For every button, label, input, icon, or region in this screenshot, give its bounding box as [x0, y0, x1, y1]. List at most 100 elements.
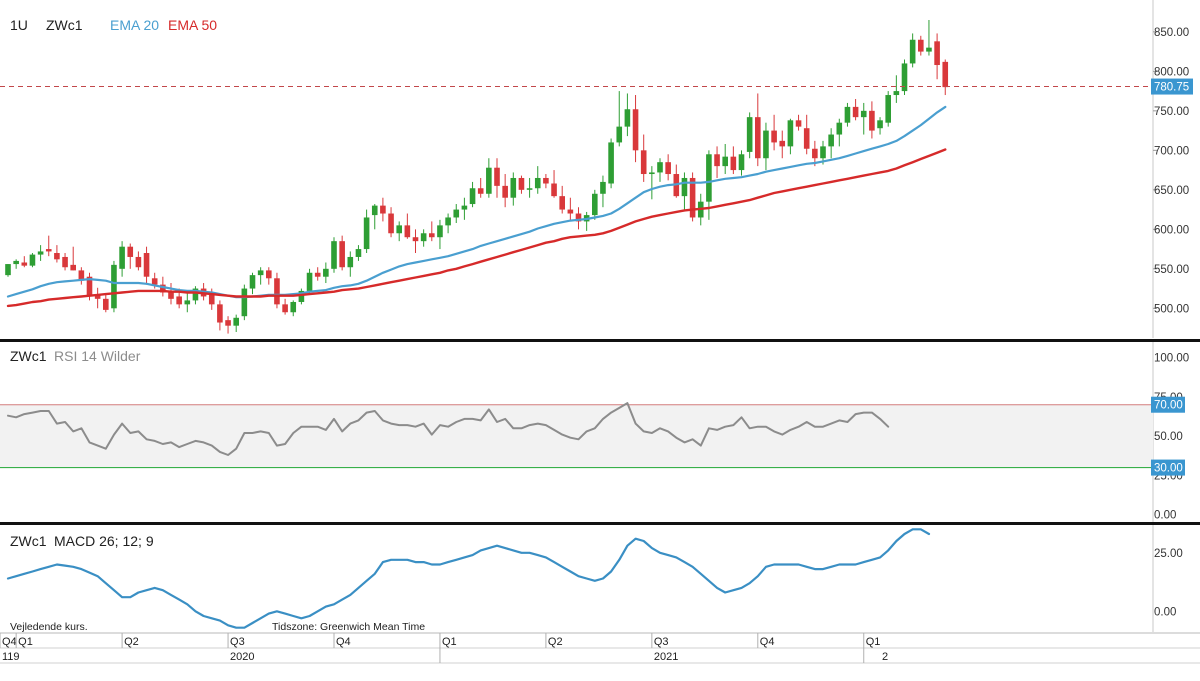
candle-up[interactable]	[893, 75, 900, 103]
candle-down[interactable]	[266, 267, 272, 285]
candle-down[interactable]	[78, 267, 85, 285]
candle-down[interactable]	[714, 146, 720, 178]
candle-up[interactable]	[249, 272, 256, 295]
candle-up[interactable]	[649, 166, 655, 200]
candle-down[interactable]	[380, 197, 386, 222]
candle-down[interactable]	[543, 174, 549, 189]
candle-down[interactable]	[429, 221, 435, 242]
candle-up[interactable]	[510, 172, 517, 206]
candle-up[interactable]	[290, 300, 297, 317]
candle-down[interactable]	[62, 253, 68, 271]
interval-label[interactable]: 1U	[10, 17, 28, 33]
candle-down[interactable]	[94, 287, 101, 309]
candle-down[interactable]	[314, 267, 321, 281]
candle-down[interactable]	[225, 316, 231, 334]
candle-up[interactable]	[233, 314, 239, 332]
candle-up[interactable]	[192, 286, 199, 305]
candle-up[interactable]	[909, 33, 916, 68]
candle-up[interactable]	[355, 245, 362, 261]
candle-up[interactable]	[746, 112, 753, 159]
candle-up[interactable]	[608, 138, 614, 189]
candle-up[interactable]	[722, 144, 728, 175]
candle-up[interactable]	[787, 118, 794, 155]
candle-up[interactable]	[298, 288, 305, 305]
candle-up[interactable]	[681, 172, 688, 210]
candle-up[interactable]	[763, 122, 769, 171]
candle-down[interactable]	[640, 134, 647, 182]
macd-line[interactable]	[6, 528, 931, 629]
candle-up[interactable]	[371, 204, 378, 230]
candle-down[interactable]	[771, 114, 777, 151]
candle-down[interactable]	[689, 172, 696, 222]
candle-up[interactable]	[13, 259, 19, 269]
candle-down[interactable]	[274, 272, 280, 309]
candle-up[interactable]	[453, 204, 460, 223]
candle-up[interactable]	[323, 262, 329, 284]
candle-up[interactable]	[836, 118, 843, 147]
candle-down[interactable]	[673, 164, 680, 198]
candle-up[interactable]	[445, 213, 451, 234]
candle-up[interactable]	[738, 150, 745, 176]
candle-down[interactable]	[168, 283, 174, 305]
candle-down[interactable]	[282, 298, 288, 315]
candle-down[interactable]	[665, 154, 671, 181]
candle-down[interactable]	[388, 207, 394, 238]
candle-down[interactable]	[217, 300, 223, 331]
candle-down[interactable]	[339, 235, 345, 271]
candle-up[interactable]	[111, 260, 117, 313]
candle-down[interactable]	[730, 146, 737, 175]
candle-up[interactable]	[241, 284, 248, 321]
candle-down[interactable]	[934, 33, 940, 80]
candle-up[interactable]	[119, 241, 125, 277]
candle-down[interactable]	[755, 93, 761, 167]
candle-down[interactable]	[135, 251, 142, 271]
candle-up[interactable]	[437, 219, 443, 250]
candle-down[interactable]	[127, 243, 134, 269]
candle-down[interactable]	[575, 207, 582, 230]
macd-panel[interactable]: 0.00 25.00	[6, 525, 1183, 632]
candle-down[interactable]	[803, 114, 810, 155]
ema20-legend[interactable]: EMA 20	[110, 17, 159, 33]
candle-up[interactable]	[844, 102, 851, 127]
candle-up[interactable]	[396, 221, 402, 242]
candle-up[interactable]	[331, 237, 337, 273]
candle-down[interactable]	[852, 98, 859, 121]
candle-up[interactable]	[347, 251, 354, 277]
candle-up[interactable]	[37, 245, 44, 261]
candle-up[interactable]	[592, 189, 598, 220]
candle-up[interactable]	[534, 166, 541, 194]
candle-up[interactable]	[600, 175, 606, 208]
candle-up[interactable]	[29, 253, 36, 268]
candle-down[interactable]	[502, 174, 508, 208]
candle-up[interactable]	[877, 117, 883, 135]
rsi-indicator-label[interactable]: RSI 14 Wilder	[54, 348, 141, 364]
candle-up[interactable]	[616, 91, 623, 147]
candle-down[interactable]	[54, 245, 60, 263]
candle-down[interactable]	[21, 256, 28, 268]
candle-up[interactable]	[486, 158, 492, 198]
candle-up[interactable]	[363, 209, 370, 254]
candle-up[interactable]	[526, 177, 533, 198]
ema50-legend[interactable]: EMA 50	[168, 17, 217, 33]
panel-divider[interactable]	[0, 522, 1200, 525]
candle-down[interactable]	[103, 294, 109, 313]
candle-down[interactable]	[559, 185, 565, 214]
candle-down[interactable]	[869, 101, 875, 139]
candle-down[interactable]	[795, 114, 802, 131]
candle-down[interactable]	[779, 130, 786, 159]
candle-up[interactable]	[860, 102, 867, 135]
candle-down[interactable]	[918, 35, 924, 56]
candle-up[interactable]	[901, 59, 908, 96]
candle-up[interactable]	[461, 197, 468, 220]
candle-down[interactable]	[477, 177, 484, 198]
candle-up[interactable]	[885, 91, 891, 127]
candle-up[interactable]	[926, 20, 932, 56]
candle-down[interactable]	[494, 158, 500, 198]
panel-divider[interactable]	[0, 339, 1200, 342]
candle-up[interactable]	[469, 181, 476, 208]
candle-down[interactable]	[143, 246, 150, 285]
macd-indicator-label[interactable]: MACD 26; 12; 9	[54, 533, 154, 549]
candle-down[interactable]	[632, 95, 639, 163]
